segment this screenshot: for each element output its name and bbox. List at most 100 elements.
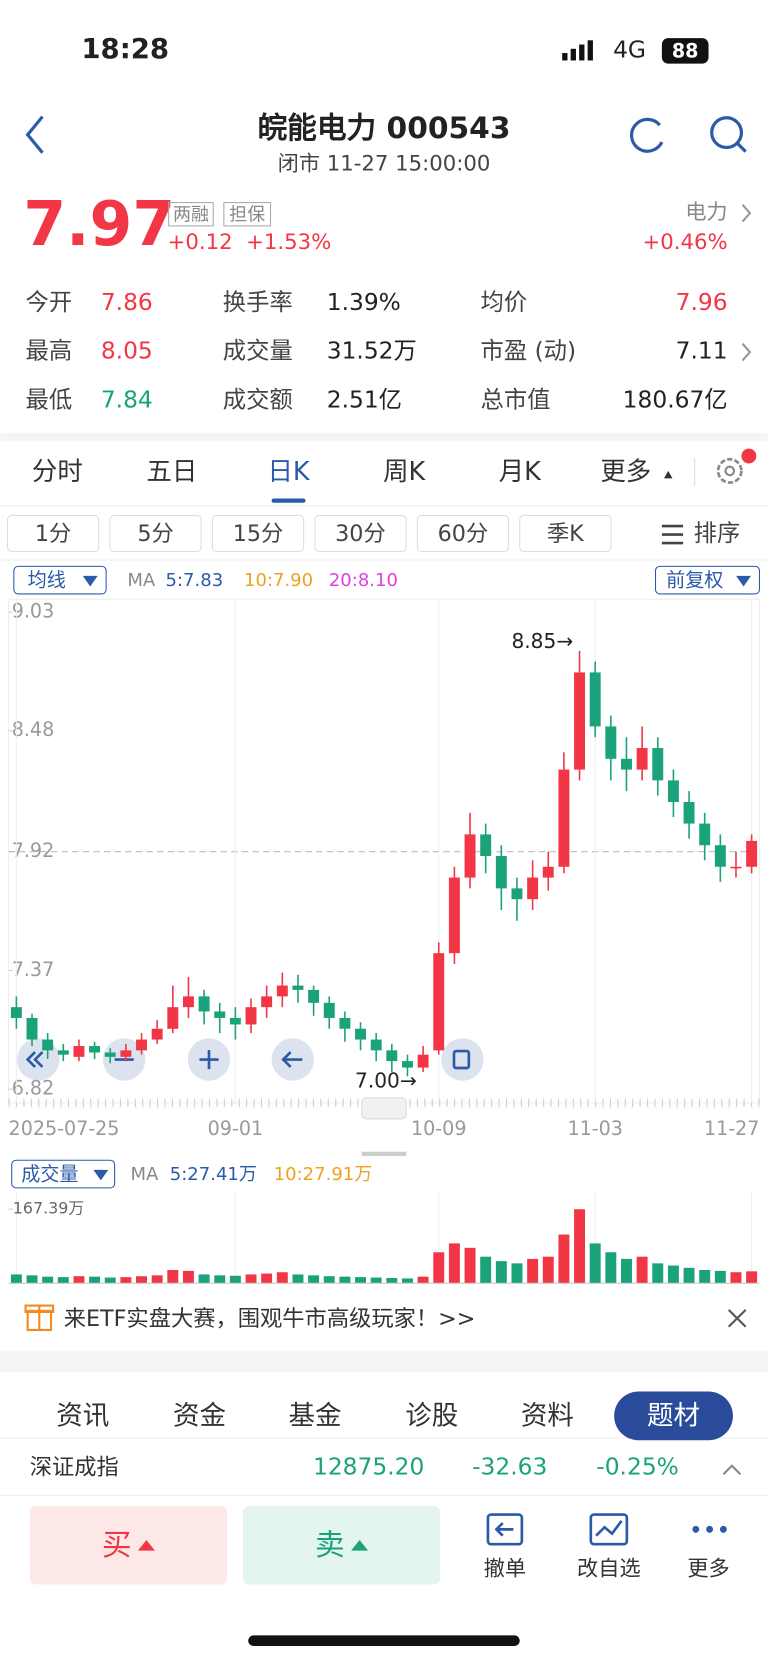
candle-body <box>652 748 664 781</box>
candle-body <box>558 769 570 867</box>
candle-body <box>417 1054 429 1068</box>
gift-icon <box>24 1304 55 1332</box>
candle-body <box>574 672 586 770</box>
interval-tab[interactable]: 30分 <box>335 521 386 547</box>
interval-box[interactable] <box>416 514 510 553</box>
interval-box[interactable] <box>314 514 407 553</box>
scroll-handle[interactable] <box>361 1097 407 1120</box>
buy-label[interactable]: 买 <box>102 1528 132 1563</box>
stat-label: 均价 <box>481 288 528 316</box>
index-value: 12875.20 <box>313 1452 424 1480</box>
signal <box>562 40 593 61</box>
stat-value: 180.67亿 <box>623 385 728 413</box>
tool-label[interactable]: 改自选 <box>577 1557 641 1582</box>
tool-label[interactable]: 更多 <box>687 1557 729 1582</box>
y-tick-label: 167.39万 <box>13 1199 85 1218</box>
info-tab[interactable]: 资料 <box>521 1400 574 1431</box>
info-tab[interactable]: 题材 <box>647 1400 700 1431</box>
interval-box[interactable] <box>211 514 305 553</box>
chart-control-icons <box>25 1049 471 1070</box>
ma-button[interactable] <box>13 565 107 595</box>
refresh[interactable] <box>630 117 664 153</box>
y-tick-label: 9.03 <box>12 599 54 622</box>
interval-tab[interactable]: 60分 <box>438 521 489 547</box>
volume-bar <box>89 1276 101 1284</box>
tool-label[interactable]: 撤单 <box>484 1557 526 1582</box>
info-tab[interactable]: 诊股 <box>405 1400 458 1431</box>
volume-bar <box>699 1270 711 1284</box>
stat-label: 换手率 <box>223 288 293 316</box>
interval-box[interactable] <box>6 514 100 553</box>
sector[interactable]: 电力 <box>685 200 727 225</box>
info-tab[interactable]: 资金 <box>173 1400 226 1431</box>
sort-label[interactable]: 排序 <box>694 519 741 547</box>
period-tab[interactable]: 更多 <box>600 457 651 487</box>
stat-value: 2.51亿 <box>327 385 402 413</box>
expand[interactable] <box>722 1464 742 1475</box>
candle-body <box>245 1007 257 1025</box>
interval-tab[interactable]: 季K <box>547 521 585 547</box>
adjust-button[interactable] <box>654 565 760 595</box>
volume-button[interactable] <box>11 1159 116 1189</box>
candle-body <box>214 1011 226 1018</box>
chart-controls[interactable] <box>17 1038 484 1081</box>
ma-button-label[interactable]: 均线 <box>28 569 66 592</box>
volume-bar <box>433 1252 445 1284</box>
index-name: 深证成指 <box>30 1454 119 1480</box>
volume-bar <box>104 1277 116 1284</box>
info-tab[interactable]: 资讯 <box>56 1400 109 1431</box>
interval-tab[interactable]: 5分 <box>137 521 173 547</box>
y-tick-label: 6.82 <box>12 1077 54 1100</box>
x-tick-label: 2025-07-25 <box>9 1117 120 1140</box>
buy-button[interactable] <box>29 1506 228 1585</box>
info-tab[interactable]: 基金 <box>289 1400 342 1431</box>
change: +0.12 <box>168 230 233 255</box>
chevron <box>741 342 752 362</box>
tab-pill[interactable] <box>614 1391 733 1441</box>
period-tab[interactable]: 周K <box>383 457 426 487</box>
banner-text[interactable]: 来ETF实盘大赛，围观牛市高级玩家！>> <box>64 1306 476 1332</box>
interval-box[interactable] <box>519 514 612 553</box>
adjust-label[interactable]: 前复权 <box>666 569 723 592</box>
period-tab[interactable]: 五日 <box>146 457 197 487</box>
candle-body <box>26 1017 38 1040</box>
stat-label: 最低 <box>26 385 73 413</box>
interval-tab[interactable]: 15分 <box>233 521 284 547</box>
sell-label[interactable]: 卖 <box>315 1528 345 1563</box>
interval-box[interactable] <box>109 514 202 553</box>
candle-body <box>370 1039 382 1051</box>
sell-button[interactable] <box>242 1506 441 1585</box>
candle-body <box>355 1028 367 1040</box>
period-tab[interactable]: 日K <box>267 457 310 487</box>
candle-body <box>448 877 460 954</box>
volume-bar <box>26 1275 38 1284</box>
y-tick-label: 7.92 <box>12 839 54 862</box>
candle-body <box>621 758 632 770</box>
candle-body <box>386 1050 398 1062</box>
candle-body <box>589 672 601 727</box>
ma-label: MA <box>127 570 156 591</box>
stat-label: 成交额 <box>223 385 293 413</box>
back[interactable] <box>25 115 44 154</box>
banner[interactable] <box>0 1285 768 1352</box>
battery <box>661 38 709 64</box>
volume-button-label[interactable]: 成交量 <box>21 1163 78 1186</box>
volume-bar <box>511 1263 523 1284</box>
close[interactable] <box>727 1309 747 1328</box>
candle-body <box>198 996 210 1012</box>
period-tab[interactable]: 分时 <box>32 457 83 487</box>
ma20: 20:8.10 <box>329 570 398 591</box>
volume-bar <box>730 1272 742 1284</box>
candle-body <box>276 985 288 997</box>
stat-value: 1.39% <box>327 288 401 316</box>
settings[interactable] <box>716 448 757 484</box>
candle-body <box>730 866 742 869</box>
search[interactable] <box>710 116 747 153</box>
candle-body <box>182 996 194 1008</box>
interval-tab[interactable]: 1分 <box>35 521 71 547</box>
period-tab[interactable]: 月K <box>499 457 542 487</box>
candle-body <box>323 1002 335 1018</box>
volume-bar <box>683 1267 695 1284</box>
volume-bar <box>714 1270 726 1284</box>
